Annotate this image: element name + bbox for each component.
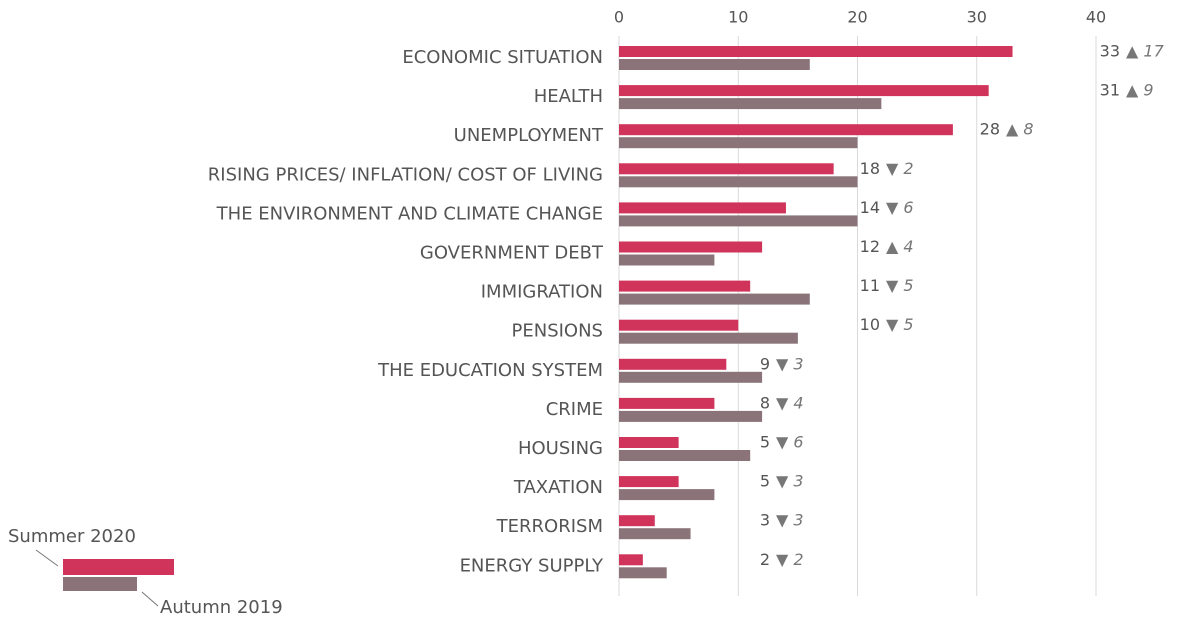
legend-leader bbox=[141, 591, 159, 607]
bar bbox=[619, 410, 763, 422]
change-label: ▼ 5 bbox=[886, 276, 914, 295]
category-label: THE ENVIRONMENT AND CLIMATE CHANGE bbox=[216, 203, 603, 224]
value-label: 3 bbox=[760, 511, 770, 530]
value-label: 2 bbox=[760, 550, 770, 569]
bar bbox=[619, 293, 810, 305]
category-label: UNEMPLOYMENT bbox=[454, 125, 604, 146]
category-label: HEALTH bbox=[534, 86, 603, 107]
value-label: 9 bbox=[760, 354, 770, 373]
category-label: ECONOMIC SITUATION bbox=[402, 47, 603, 68]
bar bbox=[619, 215, 858, 227]
value-label: 5 bbox=[760, 472, 770, 491]
bar bbox=[619, 85, 989, 97]
change-label: ▼ 3 bbox=[776, 511, 804, 530]
legend-swatch bbox=[63, 559, 174, 575]
legend-label: Summer 2020 bbox=[8, 526, 136, 547]
change-label: ▲ 17 bbox=[1126, 42, 1165, 61]
change-label: ▼ 4 bbox=[776, 393, 804, 412]
change-label: ▼ 6 bbox=[886, 198, 914, 217]
value-label: 8 bbox=[760, 393, 770, 412]
value-label: 11 bbox=[860, 276, 880, 295]
bar bbox=[619, 59, 810, 70]
change-label: ▲ 9 bbox=[1126, 81, 1154, 100]
change-label: ▼ 6 bbox=[776, 433, 804, 452]
bar bbox=[619, 567, 667, 579]
bar bbox=[619, 163, 834, 175]
category-label: THE EDUCATION SYSTEM bbox=[377, 360, 603, 381]
value-label: 28 bbox=[980, 120, 1000, 139]
category-label: GOVERNMENT DEBT bbox=[420, 243, 604, 264]
bar bbox=[619, 241, 763, 253]
category-label: CRIME bbox=[546, 399, 603, 420]
value-label: 12 bbox=[860, 237, 880, 256]
x-tick-label: 20 bbox=[847, 8, 867, 27]
bar bbox=[619, 98, 882, 110]
value-label: 31 bbox=[1100, 81, 1120, 100]
bar bbox=[619, 358, 727, 370]
bar bbox=[619, 319, 739, 331]
bar bbox=[619, 254, 715, 266]
change-label: ▼ 3 bbox=[776, 354, 804, 373]
x-tick-label: 10 bbox=[728, 8, 748, 27]
legend-leader bbox=[35, 549, 59, 567]
bar bbox=[619, 202, 786, 214]
bar bbox=[619, 280, 751, 292]
legend-swatch bbox=[63, 577, 137, 591]
bar bbox=[619, 554, 643, 566]
value-label: 18 bbox=[860, 159, 880, 178]
bar bbox=[619, 397, 715, 409]
change-label: ▼ 2 bbox=[776, 550, 804, 569]
category-label: IMMIGRATION bbox=[481, 282, 603, 303]
bar bbox=[619, 515, 655, 527]
category-label: PENSIONS bbox=[512, 321, 604, 342]
bar bbox=[619, 46, 1013, 57]
bar bbox=[619, 124, 953, 136]
category-label: ENERGY SUPPLY bbox=[460, 555, 604, 576]
value-label: 14 bbox=[860, 198, 880, 217]
x-tick-label: 40 bbox=[1086, 8, 1106, 27]
x-tick-label: 0 bbox=[614, 8, 624, 27]
bar bbox=[619, 176, 858, 188]
bar bbox=[619, 137, 858, 149]
change-label: ▼ 5 bbox=[886, 315, 914, 334]
bar bbox=[619, 489, 715, 501]
value-label: 5 bbox=[760, 433, 770, 452]
category-label: TERRORISM bbox=[496, 516, 603, 537]
bar bbox=[619, 437, 679, 448]
change-label: ▲ 4 bbox=[886, 237, 914, 256]
value-label: 10 bbox=[860, 315, 880, 334]
category-label: RISING PRICES/ INFLATION/ COST OF LIVING bbox=[208, 164, 603, 185]
change-label: ▼ 3 bbox=[776, 472, 804, 491]
value-label: 33 bbox=[1100, 42, 1120, 61]
category-label: HOUSING bbox=[518, 438, 603, 459]
legend-label: Autumn 2019 bbox=[160, 597, 283, 618]
change-label: ▼ 2 bbox=[886, 159, 914, 178]
bar bbox=[619, 450, 751, 461]
change-label: ▲ 8 bbox=[1006, 120, 1034, 139]
bar bbox=[619, 528, 691, 540]
bar bbox=[619, 332, 798, 344]
bar bbox=[619, 476, 679, 488]
bar bbox=[619, 371, 763, 383]
category-label: TAXATION bbox=[513, 477, 603, 498]
x-tick-label: 30 bbox=[967, 8, 987, 27]
